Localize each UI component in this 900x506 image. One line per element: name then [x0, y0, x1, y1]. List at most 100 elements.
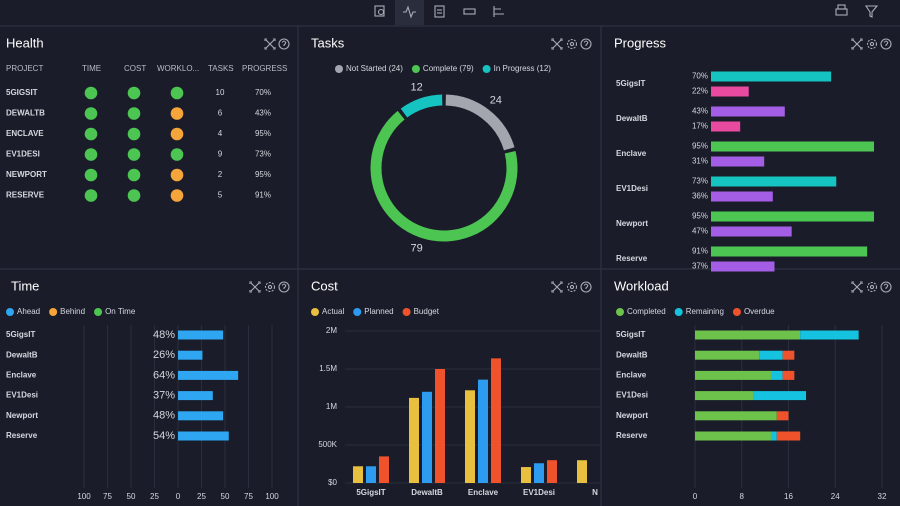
progress-value: 70% [255, 88, 271, 97]
status-dot [84, 168, 98, 182]
bar [478, 379, 488, 483]
gear-hub [267, 284, 273, 290]
gear-hub [869, 41, 875, 47]
expand-icon[interactable] [851, 281, 863, 293]
settings-icon[interactable] [264, 281, 276, 293]
bar [534, 463, 544, 483]
category-label: DewaltB [616, 350, 648, 359]
help-icon[interactable] [880, 38, 892, 50]
bar [711, 226, 792, 237]
category-label: Newport [6, 411, 38, 420]
category-label: 5GigsIT [616, 330, 645, 339]
panel-title: Workload [614, 278, 669, 293]
status-dot [170, 189, 184, 202]
legend-label: Complete (79) [423, 64, 474, 73]
status-dot [170, 86, 184, 100]
task-count: 6 [218, 109, 223, 118]
expand-icon[interactable] [551, 281, 563, 293]
bar [422, 391, 432, 483]
bar [711, 141, 875, 152]
x-tick-label: 0 [176, 492, 181, 501]
bar-segment [695, 411, 777, 421]
expand-icon[interactable] [851, 38, 863, 50]
help-circle [580, 281, 592, 293]
settings-icon[interactable] [566, 281, 578, 293]
expand-icon[interactable] [249, 281, 261, 293]
toolbar-icon[interactable] [493, 6, 504, 17]
legend-label: Overdue [744, 307, 775, 316]
data-label: 37% [692, 262, 708, 271]
bar-segment [776, 411, 789, 421]
help-icon[interactable] [880, 281, 892, 293]
help-icon[interactable] [278, 281, 290, 293]
bar [491, 358, 501, 483]
x-tick-label: 25 [150, 492, 159, 501]
bar [577, 460, 587, 483]
category-label: 5GigsIT [616, 79, 645, 88]
gear [264, 281, 276, 293]
category-label: EV1Desi [616, 391, 648, 400]
data-label: 79 [411, 242, 423, 254]
toolbar-icon[interactable] [434, 5, 445, 18]
data-label: 36% [692, 192, 708, 201]
project-name: RESERVE [6, 191, 45, 200]
status-dot [84, 148, 98, 161]
y-tick-label: 1M [326, 402, 337, 411]
category-label: EV1Desi [6, 391, 38, 400]
settings-icon[interactable] [566, 38, 578, 50]
data-label: 95% [692, 212, 708, 221]
progress-value: 95% [255, 129, 271, 138]
x-tick-label: 8 [740, 492, 745, 501]
help-mark [583, 40, 589, 46]
category-label: Reserve [616, 254, 648, 263]
panel-title: Time [11, 278, 39, 293]
status-dot [84, 107, 98, 120]
help-mark [883, 40, 889, 46]
gear [866, 281, 878, 293]
help-icon[interactable] [580, 38, 592, 50]
toolbar-icon[interactable] [463, 8, 476, 15]
bar [178, 411, 224, 421]
help-icon[interactable] [580, 281, 592, 293]
legend-label: Behind [60, 307, 85, 316]
data-label: 64% [153, 369, 175, 381]
legend-label: Remaining [686, 307, 724, 316]
task-count: 10 [216, 88, 225, 97]
project-name: DEWALTB [6, 109, 45, 118]
bar [435, 369, 445, 483]
legend-swatch [311, 308, 319, 316]
data-label: 73% [692, 177, 708, 186]
settings-icon[interactable] [866, 38, 878, 50]
legend-swatch [6, 308, 14, 316]
bar [521, 467, 531, 483]
y-tick-label: 500K [318, 440, 337, 449]
legend-swatch [482, 65, 491, 73]
category-label: EV1Desi [616, 184, 648, 193]
bar [711, 106, 785, 117]
data-label: 17% [692, 122, 708, 131]
bar [178, 370, 239, 380]
print-icon[interactable] [835, 4, 848, 16]
x-tick-label: 0 [693, 492, 698, 501]
status-dot [170, 127, 184, 141]
x-tick-label: EV1Desi [523, 488, 555, 497]
gear [866, 38, 878, 50]
toolbar-icon[interactable] [403, 5, 416, 19]
bar-segment [695, 370, 771, 380]
panel-title: Health [6, 35, 44, 50]
task-count: 5 [218, 191, 223, 200]
toolbar-icon[interactable] [374, 5, 385, 17]
filter-icon[interactable] [864, 5, 879, 18]
settings-icon[interactable] [866, 281, 878, 293]
legend-swatch [353, 308, 362, 316]
category-label: Reserve [616, 431, 648, 440]
expand-icon[interactable] [551, 38, 563, 50]
gear-hub [869, 284, 875, 290]
expand-icon[interactable] [264, 38, 276, 50]
bar [379, 456, 389, 483]
status-dot [170, 107, 184, 120]
y-tick-label: 2M [326, 326, 337, 335]
help-icon[interactable] [278, 38, 290, 50]
data-label: 37% [153, 390, 175, 402]
